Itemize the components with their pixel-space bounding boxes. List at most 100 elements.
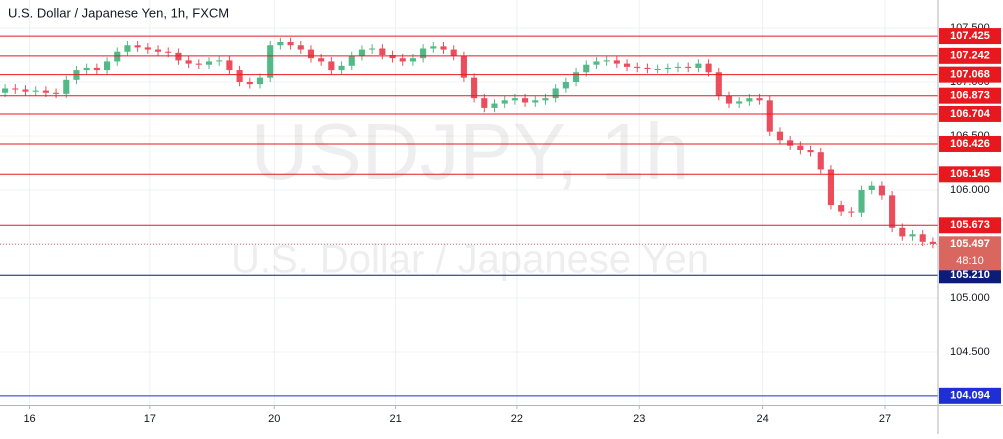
y-tick-label: 105.000 [950,292,990,304]
candle-body [746,98,753,102]
candle-body [226,60,233,71]
level-label-box [939,105,1001,122]
candle-body [654,69,661,71]
candle-body [420,48,427,59]
candle-body [603,60,610,62]
candle-body [297,45,304,50]
candle-body [22,89,29,92]
candle-body [144,47,151,50]
candle-body [318,58,325,62]
level-label: 106.426 [950,138,990,150]
candle-body [165,51,172,53]
level-label-box [939,66,1001,83]
candle-body [195,63,202,65]
candle-body [522,98,529,103]
axes: 104.500105.000105.500106.000106.500107.0… [23,22,1001,425]
candle-body [868,185,875,190]
candle-body [491,103,498,108]
candle-body [787,140,794,146]
plot [0,35,938,397]
candle-body [674,66,682,68]
candle-body [797,145,804,151]
candle-body [715,72,722,97]
watermark-name: U.S. Dollar / Japanese Yen [231,238,709,282]
level-label-box [939,28,1001,45]
y-tick-label: 104.500 [950,346,990,358]
level-label-box [939,166,1001,183]
level-label: 105.210 [950,269,990,281]
x-tick-label: 24 [757,413,769,425]
candle-body [481,98,488,108]
candle-body [236,70,243,82]
candle-body [776,131,784,141]
candle-body [664,67,671,70]
candle-body [705,63,712,73]
candle-body [348,56,355,66]
candle-body [307,49,315,59]
candle-body [103,61,111,71]
x-tick-label: 27 [879,413,891,425]
candle-body [440,46,447,50]
candle-body [379,48,386,55]
x-tick-label: 23 [633,413,645,425]
watermark-symbol: USDJPY, 1h [251,107,690,196]
candle-body [12,88,19,90]
price-axis [938,0,1003,434]
level-label-box [939,387,1001,404]
candle-body [542,98,549,101]
price-label-box [939,236,1001,271]
candle-body [83,67,90,71]
y-tick-label: 106.000 [950,184,990,196]
candle-body [124,45,131,52]
candle-body [756,98,763,101]
candle-body [909,234,916,237]
candle-body [562,81,569,89]
candle-body [878,185,885,196]
candle-body [919,234,926,242]
x-tick-label: 22 [511,413,523,425]
candle-body [409,58,416,62]
candle-body [685,66,692,68]
level-label: 106.873 [950,90,990,102]
candle-body [511,98,518,101]
level-label-box [939,135,1001,152]
candle-body [583,64,590,73]
time-axis [0,405,1003,434]
level-label: 107.425 [950,30,990,42]
candle-body [430,46,437,49]
candle-body [889,195,896,228]
candle-body [2,88,9,93]
candle-body [63,79,70,94]
candle-body [369,48,376,50]
x-tick-label: 20 [268,413,280,425]
x-tick-label: 21 [389,413,401,425]
price-label: 105.497 [950,238,990,250]
candle-body [389,54,396,59]
candle-body [154,49,162,52]
candle-body [725,96,733,104]
candle-body [807,150,814,153]
level-label-box [939,217,1001,234]
candle-body [817,152,824,170]
candle-body [114,51,121,62]
candle-body [460,56,467,78]
candle-body [93,67,100,71]
candle-body [53,92,60,94]
candle-body [695,63,702,68]
candle-body [899,227,906,237]
candle-body [634,66,641,68]
candle-body [42,90,49,93]
level-label: 104.094 [950,390,991,402]
candle-body [766,100,773,132]
candle-body [267,45,274,78]
candle-body [399,58,406,62]
candle-body [736,101,743,104]
candle-body [450,49,457,57]
candle-body [175,52,182,61]
candle-body [532,100,539,103]
candle-body [256,77,264,85]
level-label: 106.704 [950,108,991,120]
level-label-box [939,267,1001,284]
candle-body [205,61,213,65]
